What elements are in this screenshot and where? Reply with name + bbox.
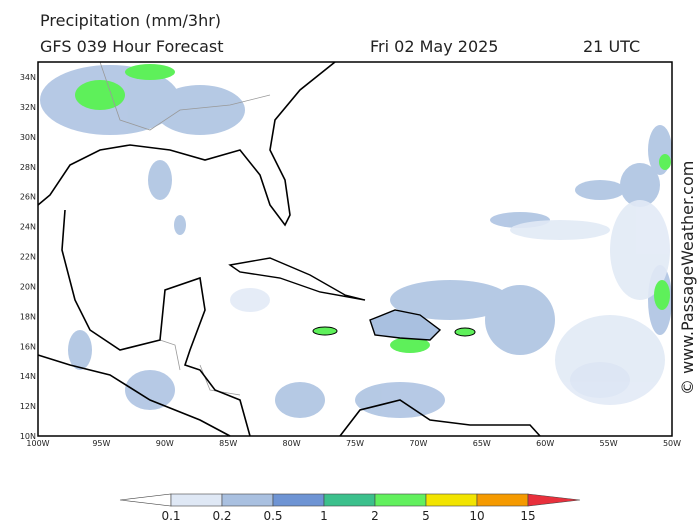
colorbar-bin (374, 493, 427, 507)
map (37, 61, 673, 437)
colorbar-label: 0.1 (161, 509, 180, 523)
lon-label: 95W (92, 439, 110, 448)
pacific-coast (37, 354, 231, 437)
lat-labels: 34N 32N 30N 28N 26N 24N 22N 20N 18N 16N 14N 12N 10N (20, 73, 36, 441)
lat-label: 32N (20, 103, 36, 112)
colorbar-label: 15 (520, 509, 535, 523)
lat-label: 28N (20, 163, 36, 172)
cuba (228, 257, 366, 301)
colorbar: 0.1 0.2 0.5 1 2 5 10 15 (119, 493, 581, 523)
map-frame (37, 61, 673, 437)
lat-label: 20N (20, 282, 36, 291)
colorbar-bin (170, 493, 223, 507)
colorbar-bin (272, 493, 325, 507)
jamaica (312, 326, 338, 336)
lat-label: 24N (20, 223, 36, 232)
watermark: © www.PassageWeather.com (678, 161, 697, 395)
date: Fri 02 May 2025 (370, 37, 498, 56)
lon-label: 90W (156, 439, 174, 448)
colorbar-label: 2 (371, 509, 379, 523)
lon-label: 50W (663, 439, 681, 448)
lat-label: 18N (20, 312, 36, 321)
us-coast (37, 61, 336, 227)
colorbar-label: 5 (422, 509, 430, 523)
lat-label: 22N (20, 253, 36, 262)
colorbar-high (527, 493, 581, 507)
puerto-rico (454, 327, 476, 337)
colorbar-label: 0.5 (263, 509, 282, 523)
colorbar-label: 10 (469, 509, 484, 523)
colorbar-bin (425, 493, 478, 507)
colorbar-label: 1 (320, 509, 328, 523)
lat-label: 34N (20, 73, 36, 82)
colorbar-bin (476, 493, 529, 507)
title: Precipitation (mm/3hr) (40, 11, 221, 30)
lon-label: 85W (219, 439, 237, 448)
lon-label: 75W (346, 439, 364, 448)
hispaniola (369, 309, 442, 341)
lat-label: 10N (20, 432, 36, 441)
lat-label: 30N (20, 133, 36, 142)
precip-heavy (75, 64, 671, 353)
model: GFS 039 Hour Forecast (40, 37, 224, 56)
mexico-coast (61, 209, 251, 437)
lat-label: 26N (20, 193, 36, 202)
lon-label: 70W (409, 439, 427, 448)
lon-label: 80W (283, 439, 301, 448)
colorbar-bin (221, 493, 274, 507)
colorbar-bin (323, 493, 376, 507)
lon-label: 55W (600, 439, 618, 448)
colorbar-low (119, 493, 172, 507)
lon-labels: 100W 95W 90W 85W 80W 75W 70W 65W 60W 55W 50W (26, 439, 681, 448)
lat-label: 14N (20, 372, 36, 381)
sa-coast (339, 399, 541, 437)
lat-label: 16N (20, 342, 36, 351)
lat-label: 12N (20, 402, 36, 411)
time: 21 UTC (583, 37, 640, 56)
colorbar-label: 0.2 (212, 509, 231, 523)
precip-light (230, 200, 670, 405)
lon-label: 65W (473, 439, 491, 448)
lon-label: 60W (536, 439, 554, 448)
lon-label: 100W (26, 439, 49, 448)
